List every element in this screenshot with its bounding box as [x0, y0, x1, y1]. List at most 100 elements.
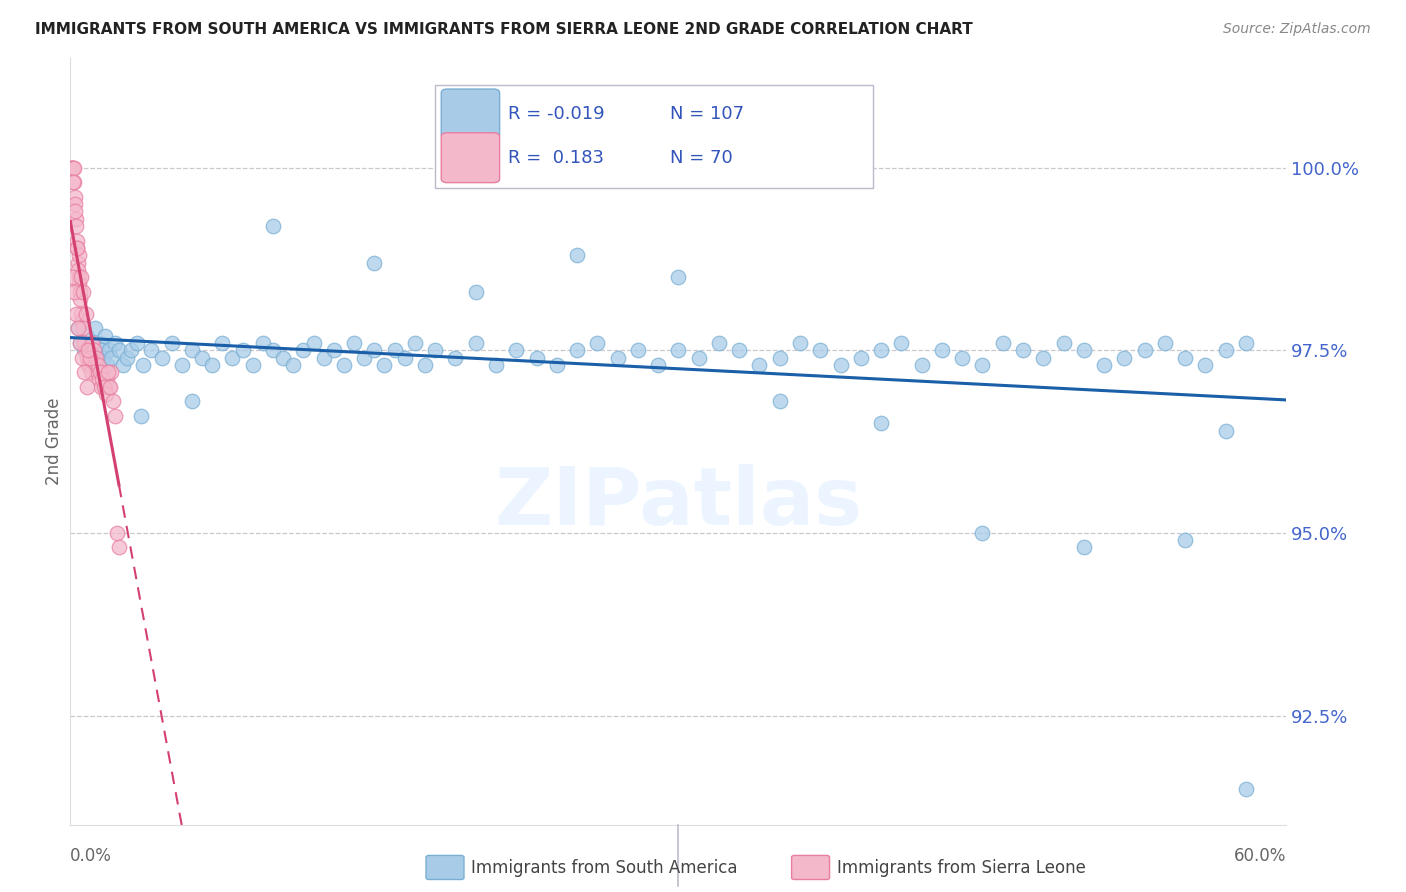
Point	[170, 358, 193, 372]
Point	[242, 358, 264, 372]
Point	[312, 351, 335, 365]
Point	[129, 409, 152, 423]
Point	[1234, 335, 1257, 350]
Point	[769, 351, 792, 365]
Point	[98, 380, 121, 394]
Point	[292, 343, 315, 358]
Point	[1215, 343, 1237, 358]
Point	[86, 358, 108, 372]
Point	[363, 343, 385, 358]
Point	[72, 285, 94, 299]
Point	[69, 335, 91, 350]
Text: Source: ZipAtlas.com: Source: ZipAtlas.com	[1223, 22, 1371, 37]
Point	[94, 328, 117, 343]
Point	[950, 351, 973, 365]
Point	[63, 175, 86, 189]
Point	[87, 335, 110, 350]
Point	[211, 335, 233, 350]
Y-axis label: 2nd Grade: 2nd Grade	[45, 398, 63, 485]
Point	[86, 365, 108, 379]
Point	[79, 365, 101, 379]
Point	[221, 351, 243, 365]
Point	[565, 248, 588, 262]
Text: N = 70: N = 70	[669, 149, 733, 167]
Point	[67, 270, 90, 285]
Text: R = -0.019: R = -0.019	[508, 105, 605, 123]
Point	[72, 314, 94, 328]
Point	[931, 343, 953, 358]
Point	[160, 335, 183, 350]
Point	[83, 321, 105, 335]
Point	[252, 335, 274, 350]
Point	[870, 343, 893, 358]
Point	[748, 358, 770, 372]
Point	[96, 372, 118, 386]
Point	[72, 321, 94, 335]
Point	[322, 343, 344, 358]
Point	[94, 380, 117, 394]
Point	[1052, 335, 1074, 350]
Point	[1012, 343, 1035, 358]
Point	[87, 372, 110, 386]
Point	[79, 358, 101, 372]
Point	[77, 351, 100, 365]
Point	[65, 307, 87, 321]
Point	[90, 372, 112, 386]
Point	[69, 335, 91, 350]
Point	[688, 351, 710, 365]
Point	[63, 161, 86, 175]
Point	[353, 351, 375, 365]
Point	[60, 161, 83, 175]
Point	[86, 358, 108, 372]
Point	[62, 161, 84, 175]
Point	[73, 335, 96, 350]
Point	[75, 343, 97, 358]
Point	[526, 351, 548, 365]
Text: ZIPatlas: ZIPatlas	[495, 464, 862, 542]
Point	[63, 190, 86, 204]
Point	[343, 335, 366, 350]
Point	[127, 335, 149, 350]
Point	[333, 358, 356, 372]
Point	[67, 263, 90, 277]
Point	[120, 343, 142, 358]
FancyBboxPatch shape	[436, 85, 873, 188]
Text: N = 107: N = 107	[669, 105, 744, 123]
Point	[91, 365, 114, 379]
Point	[69, 292, 91, 306]
Point	[104, 409, 127, 423]
Point	[1234, 781, 1257, 796]
Point	[76, 380, 98, 394]
Point	[90, 343, 112, 358]
Point	[707, 335, 730, 350]
Point	[77, 343, 100, 358]
Point	[1133, 343, 1156, 358]
Point	[67, 321, 90, 335]
Point	[97, 343, 120, 358]
Point	[96, 358, 118, 372]
Point	[413, 358, 436, 372]
Point	[65, 197, 87, 211]
Point	[73, 343, 96, 358]
Point	[79, 335, 101, 350]
Point	[262, 343, 284, 358]
Point	[94, 387, 117, 401]
Point	[1154, 335, 1177, 350]
Point	[70, 307, 93, 321]
Point	[464, 335, 486, 350]
Point	[627, 343, 650, 358]
Point	[69, 285, 91, 299]
Point	[302, 335, 325, 350]
Point	[80, 335, 103, 350]
Point	[101, 394, 124, 409]
Point	[283, 358, 305, 372]
Point	[100, 365, 122, 379]
Point	[72, 314, 94, 328]
Point	[150, 351, 173, 365]
Point	[75, 307, 97, 321]
Point	[728, 343, 751, 358]
Point	[60, 161, 83, 175]
Point	[70, 270, 93, 285]
Point	[485, 358, 508, 372]
Point	[62, 175, 84, 189]
